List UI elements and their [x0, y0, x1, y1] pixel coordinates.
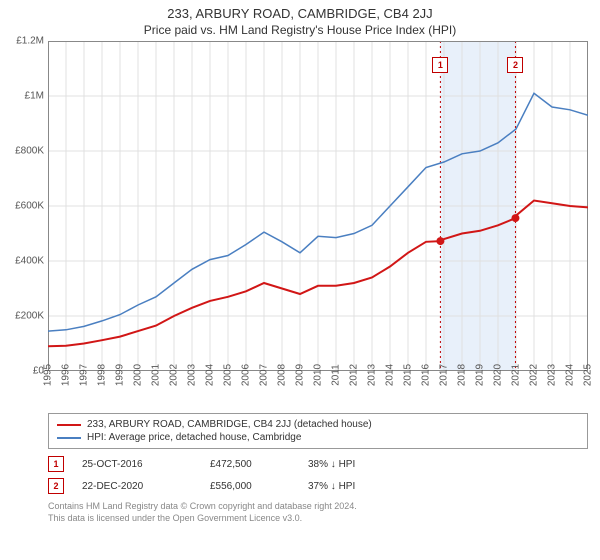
x-axis-tick-label: 1998	[97, 364, 108, 386]
x-axis-tick-label: 2015	[403, 364, 414, 386]
x-axis-tick-label: 2012	[349, 364, 360, 386]
x-axis-tick-label: 2002	[169, 364, 180, 386]
chart-subtitle: Price paid vs. HM Land Registry's House …	[0, 21, 600, 41]
sale-pct-vs-hpi: 37% ↓ HPI	[308, 481, 398, 492]
sale-price: £472,500	[210, 459, 290, 470]
legend-item: HPI: Average price, detached house, Camb…	[57, 431, 579, 444]
x-axis-tick-label: 2014	[385, 364, 396, 386]
x-axis-tick-label: 2016	[421, 364, 432, 386]
attribution-footer: Contains HM Land Registry data © Crown c…	[48, 501, 588, 524]
x-axis-tick-label: 2020	[493, 364, 504, 386]
x-axis-tick-label: 2022	[529, 364, 540, 386]
x-axis-tick-label: 2023	[547, 364, 558, 386]
y-axis-tick-label: £600K	[0, 201, 48, 212]
legend: 233, ARBURY ROAD, CAMBRIDGE, CB4 2JJ (de…	[48, 413, 588, 449]
legend-label: HPI: Average price, detached house, Camb…	[87, 432, 301, 443]
x-axis-tick-label: 2007	[259, 364, 270, 386]
x-axis-tick-label: 1996	[61, 364, 72, 386]
x-axis-labels: 1995199619971998199920002001200220032004…	[48, 371, 588, 407]
sale-row: 2 22-DEC-2020 £556,000 37% ↓ HPI	[48, 475, 588, 497]
x-axis-tick-label: 2019	[475, 364, 486, 386]
y-axis-tick-label: £0	[0, 366, 48, 377]
x-axis-tick-label: 2024	[565, 364, 576, 386]
y-axis-tick-label: £200K	[0, 311, 48, 322]
sale-pct-vs-hpi: 38% ↓ HPI	[308, 459, 398, 470]
x-axis-tick-label: 2013	[367, 364, 378, 386]
x-axis-tick-label: 2018	[457, 364, 468, 386]
footer-line: This data is licensed under the Open Gov…	[48, 513, 588, 525]
sale-date: 22-DEC-2020	[82, 481, 192, 492]
sale-row-marker: 1	[48, 456, 64, 472]
sale-marker-number: 1	[432, 57, 448, 73]
sale-price: £556,000	[210, 481, 290, 492]
sale-marker: 1	[432, 57, 448, 73]
x-axis-tick-label: 2010	[313, 364, 324, 386]
x-axis-tick-label: 2001	[151, 364, 162, 386]
y-axis-tick-label: £1M	[0, 91, 48, 102]
sale-row: 1 25-OCT-2016 £472,500 38% ↓ HPI	[48, 453, 588, 475]
chart-title: 233, ARBURY ROAD, CAMBRIDGE, CB4 2JJ	[0, 0, 600, 21]
x-axis-tick-label: 2005	[223, 364, 234, 386]
sale-marker: 2	[507, 57, 523, 73]
x-axis-tick-label: 2025	[583, 364, 594, 386]
x-axis-tick-label: 1995	[43, 364, 54, 386]
sale-date: 25-OCT-2016	[82, 459, 192, 470]
x-axis-tick-label: 2003	[187, 364, 198, 386]
y-axis-tick-label: £1.2M	[0, 36, 48, 47]
y-axis-tick-label: £800K	[0, 146, 48, 157]
sale-marker-number: 2	[507, 57, 523, 73]
x-axis-tick-label: 2011	[331, 364, 342, 386]
y-axis-tick-label: £400K	[0, 256, 48, 267]
chart-plot-area: £0£200K£400K£600K£800K£1M£1.2M 12	[48, 41, 588, 371]
legend-item: 233, ARBURY ROAD, CAMBRIDGE, CB4 2JJ (de…	[57, 418, 579, 431]
x-axis-tick-label: 2006	[241, 364, 252, 386]
x-axis-tick-label: 1997	[79, 364, 90, 386]
legend-swatch	[57, 437, 81, 439]
footer-line: Contains HM Land Registry data © Crown c…	[48, 501, 588, 513]
x-axis-tick-label: 2008	[277, 364, 288, 386]
x-axis-tick-label: 2009	[295, 364, 306, 386]
x-axis-tick-label: 2000	[133, 364, 144, 386]
x-axis-tick-label: 1999	[115, 364, 126, 386]
x-axis-tick-label: 2004	[205, 364, 216, 386]
legend-swatch	[57, 424, 81, 426]
legend-label: 233, ARBURY ROAD, CAMBRIDGE, CB4 2JJ (de…	[87, 419, 372, 430]
x-axis-tick-label: 2017	[439, 364, 450, 386]
sale-row-marker: 2	[48, 478, 64, 494]
line-chart-svg	[48, 41, 588, 371]
x-axis-tick-label: 2021	[511, 364, 522, 386]
sales-table: 1 25-OCT-2016 £472,500 38% ↓ HPI 2 22-DEC-202…	[48, 453, 588, 497]
